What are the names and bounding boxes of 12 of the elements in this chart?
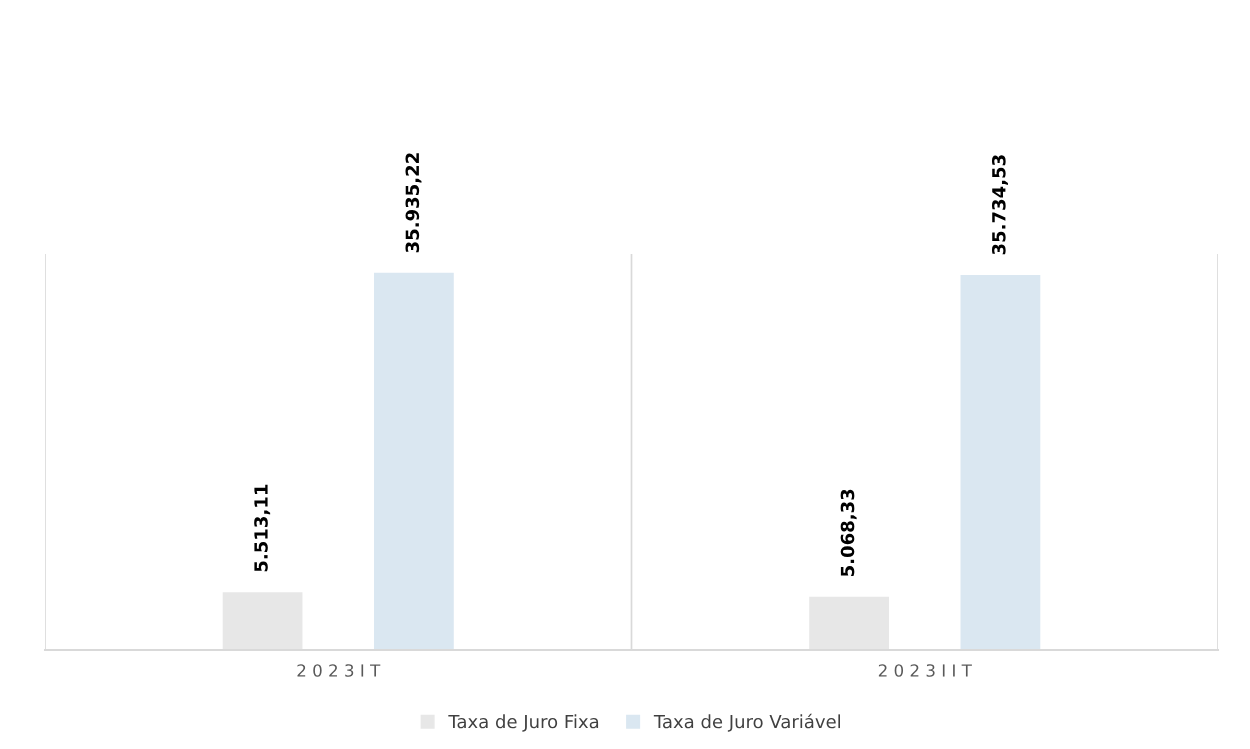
legend-label: Taxa de Juro Fixa xyxy=(448,714,599,732)
bar xyxy=(960,274,1041,650)
x-tick-label: 2 0 2 3 I I T xyxy=(878,664,972,677)
bar xyxy=(222,592,303,650)
data-label: 5.068,33 xyxy=(840,489,857,576)
data-label: 35.935,22 xyxy=(405,153,422,253)
x-tick-label: 2 0 2 3 I T xyxy=(297,664,381,677)
bar xyxy=(809,596,889,650)
data-label: 35.734,53 xyxy=(991,155,1008,255)
bar xyxy=(374,272,454,650)
data-label: 5.513,11 xyxy=(254,484,271,572)
legend-label: Taxa de Juro Variável xyxy=(653,713,840,732)
